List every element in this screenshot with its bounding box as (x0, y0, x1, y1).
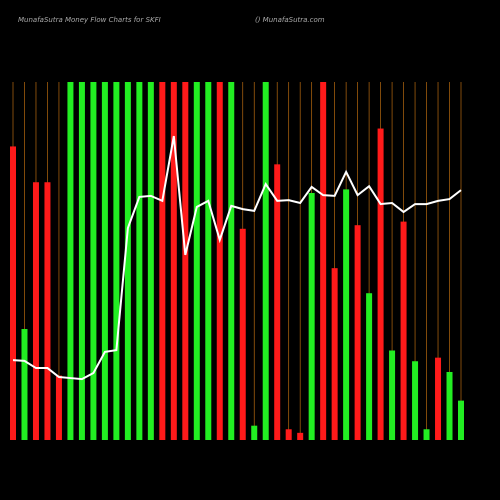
bar (412, 361, 419, 440)
bar (10, 146, 16, 440)
bar (366, 293, 373, 440)
bar (90, 82, 97, 440)
bar (423, 429, 430, 440)
bar (78, 82, 85, 440)
price-line (12, 135, 462, 381)
bar (331, 268, 338, 440)
bar (32, 182, 39, 441)
bar (377, 128, 384, 441)
bar (308, 192, 315, 440)
bar (389, 350, 396, 440)
chart-title: MunafaSutra Money Flow Charts for SKFI (18, 16, 161, 24)
bar (67, 82, 74, 440)
bar (205, 82, 212, 440)
bar (354, 225, 361, 440)
bar (101, 82, 108, 440)
bar (320, 82, 327, 440)
bar (251, 425, 258, 440)
bar (136, 82, 143, 440)
bar (274, 164, 281, 440)
bar (435, 357, 442, 440)
bar (400, 221, 407, 440)
bar (159, 82, 166, 440)
bar (216, 82, 223, 440)
bar (458, 400, 464, 440)
bar (124, 82, 131, 440)
bar (285, 429, 292, 440)
chart-subtitle: () MunafaSutra.com (255, 16, 325, 24)
bar (55, 375, 62, 440)
bar (193, 82, 200, 440)
bar (44, 182, 51, 441)
bar (297, 432, 304, 440)
bar (446, 371, 453, 440)
bar (343, 189, 350, 440)
bar (228, 82, 235, 440)
bar (147, 82, 154, 440)
bar (182, 82, 189, 440)
bar (239, 228, 246, 440)
bar (113, 82, 120, 440)
bar (21, 329, 28, 440)
bar (262, 82, 269, 440)
bar (170, 82, 177, 440)
